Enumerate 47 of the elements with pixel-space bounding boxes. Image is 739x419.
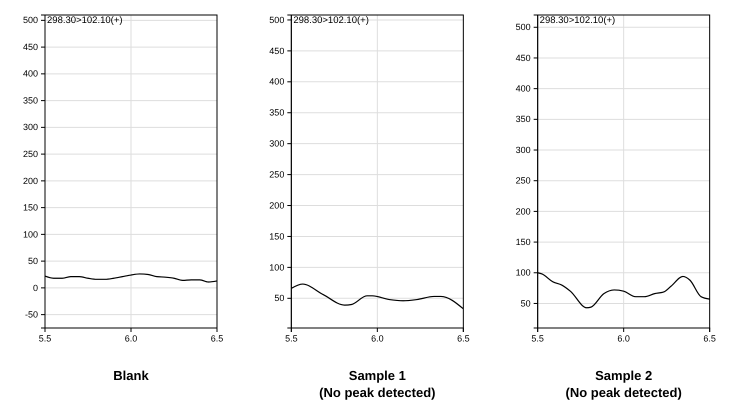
y-tick-label: 300	[269, 138, 284, 149]
y-tick-label: 150	[22, 202, 38, 212]
text: Sample 2 (No peak detected)	[566, 368, 682, 400]
x-tick-label: 5.5	[38, 333, 52, 344]
y-tick-label: 400	[22, 68, 38, 79]
y-tick-label: 450	[269, 46, 284, 56]
y-tick-label: 250	[22, 148, 38, 159]
y-tick-label: 100	[269, 262, 284, 272]
x-tick-label: 6.0	[371, 333, 384, 344]
y-tick-label: 400	[516, 84, 531, 94]
x-tick-label: 6.5	[457, 333, 470, 344]
y-tick-label: 200	[269, 200, 284, 210]
y-tick-label: 50	[28, 256, 38, 266]
annotation: 298.30>102.10(+)	[293, 15, 369, 26]
y-tick-label: 100	[22, 229, 38, 240]
y-tick-label: 350	[22, 95, 38, 106]
y-tick-label: 450	[516, 52, 531, 63]
y-tick-label: 500	[22, 15, 38, 26]
y-tick-label: 0	[32, 282, 38, 293]
y-tick-label: 250	[516, 176, 531, 186]
y-tick-label: 100	[516, 268, 531, 278]
y-tick-label: 150	[516, 236, 531, 247]
y-tick-label: 350	[269, 108, 284, 118]
x-tick-label: 6.5	[210, 333, 224, 344]
x-tick-label: 6.0	[617, 333, 630, 344]
y-tick-label: 200	[22, 176, 38, 186]
y-tick-label: -50	[24, 310, 38, 320]
x-tick-label: 6.5	[703, 333, 716, 344]
x-tick-label: 6.0	[124, 333, 138, 344]
annotation: 298.30>102.10(+)	[540, 15, 616, 26]
y-tick-label: 500	[516, 22, 531, 32]
text: Blank	[113, 368, 150, 383]
y-tick-label: 250	[269, 169, 284, 180]
x-tick-label: 5.5	[531, 333, 544, 344]
y-tick-label: 450	[22, 42, 38, 52]
y-tick-label: 500	[269, 14, 284, 25]
x-tick-label: 5.5	[285, 333, 298, 344]
y-tick-label: 350	[516, 114, 531, 124]
y-tick-label: 400	[269, 76, 284, 87]
y-tick-label: 300	[516, 144, 531, 155]
y-tick-label: 50	[274, 293, 284, 304]
annotation: 298.30>102.10(+)	[47, 15, 123, 26]
text: Sample 1 (No peak detected)	[319, 368, 436, 400]
y-tick-label: 50	[520, 298, 531, 308]
y-tick-label: 200	[516, 206, 531, 216]
y-tick-label: 150	[269, 231, 284, 242]
y-tick-label: 300	[22, 122, 38, 132]
